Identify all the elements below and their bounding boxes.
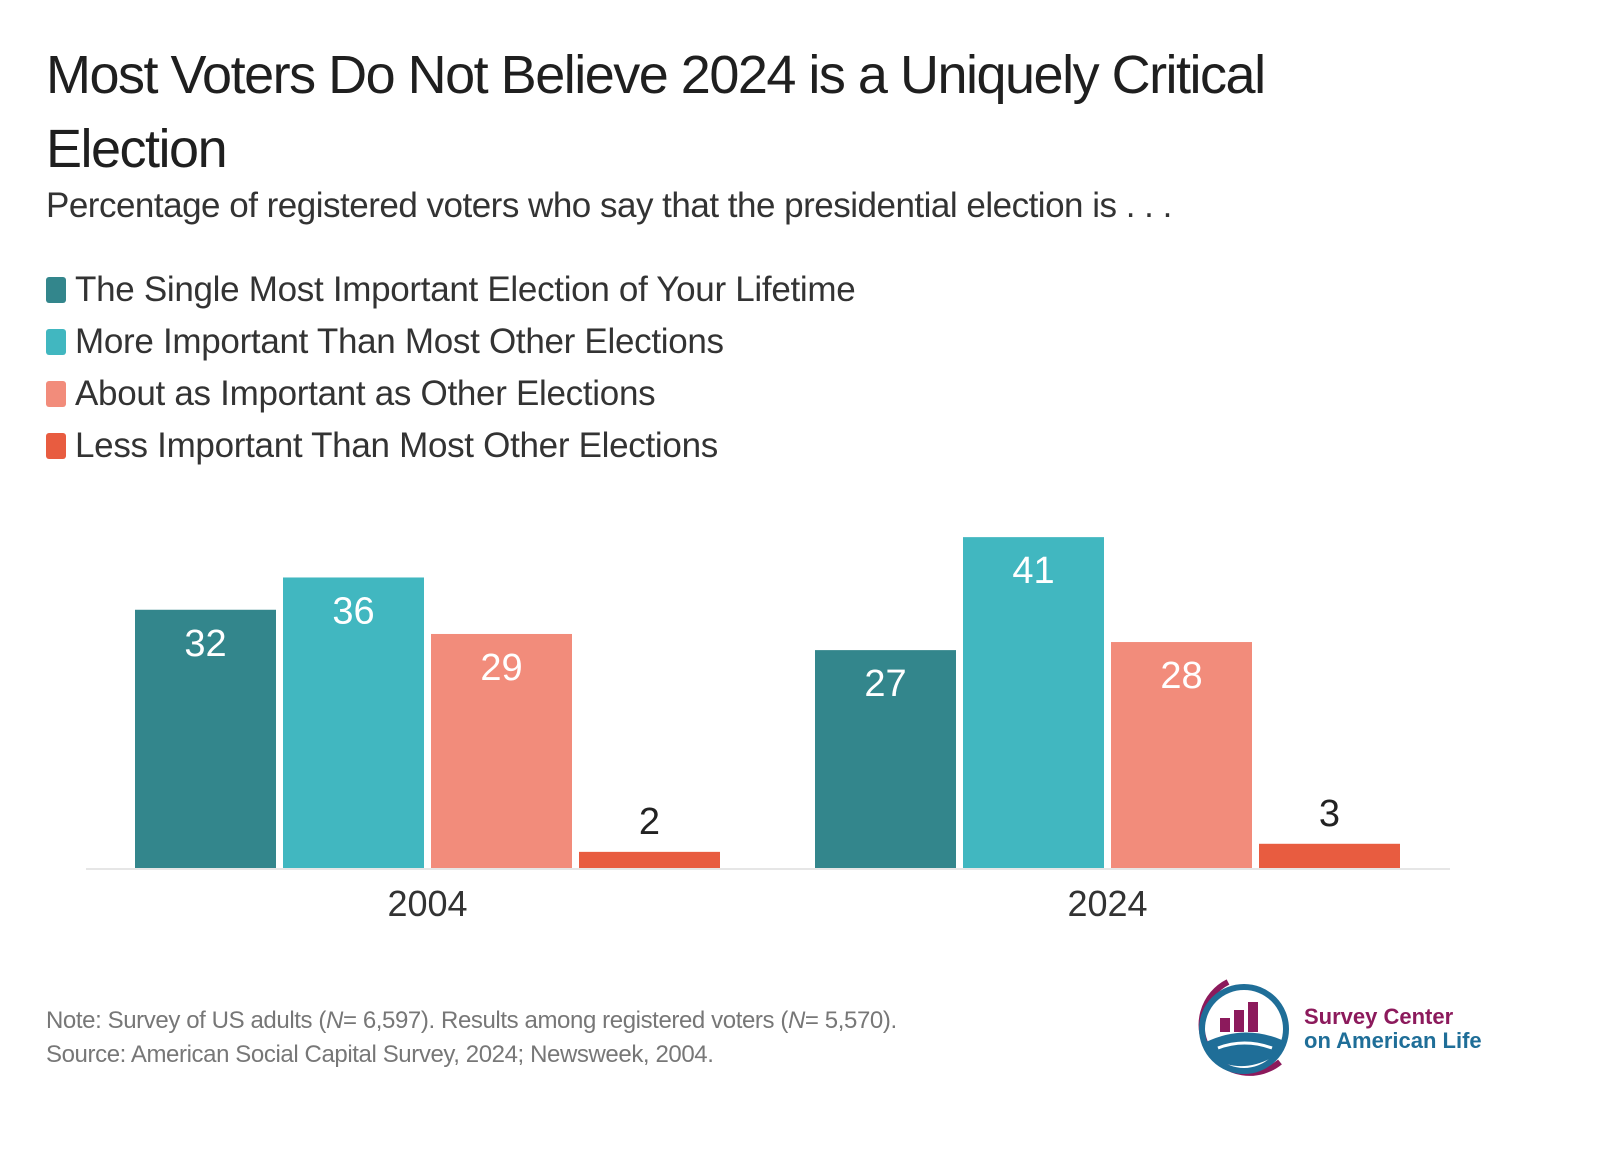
logo-emblem-icon xyxy=(1198,979,1289,1076)
legend-swatch xyxy=(46,277,66,303)
bar xyxy=(579,851,720,868)
legend: The Single Most Important Election of Yo… xyxy=(46,264,856,472)
bar xyxy=(815,650,956,868)
footnote: Note: Survey of US adults (N= 6,597). Re… xyxy=(46,1004,897,1072)
x-tick-label: 2024 xyxy=(1067,883,1147,924)
logo-line2: on American Life xyxy=(1304,1028,1482,1053)
legend-swatch xyxy=(46,381,66,407)
survey-center-logo: Survey Center on American Life xyxy=(1188,976,1482,1082)
data-label: 3 xyxy=(1319,793,1340,835)
note-line: Note: Survey of US adults (N= 6,597). Re… xyxy=(46,1007,897,1034)
bar xyxy=(135,609,276,868)
legend-label: About as Important as Other Elections xyxy=(75,374,656,413)
legend-label: The Single Most Important Election of Yo… xyxy=(75,270,856,309)
bar xyxy=(963,537,1104,868)
source-line: Source: American Social Capital Survey, … xyxy=(46,1041,714,1068)
legend-item: The Single Most Important Election of Yo… xyxy=(46,264,856,316)
bar xyxy=(283,577,424,868)
data-label: 2 xyxy=(639,801,660,843)
legend-item: More Important Than Most Other Elections xyxy=(46,316,855,368)
chart-subtitle: Percentage of registered voters who say … xyxy=(46,186,1172,225)
bar-chart: 32 36 29 2 2004 27 41 28 3 2024 xyxy=(86,537,1450,924)
bar xyxy=(431,633,572,868)
legend-item: About as Important as Other Elections xyxy=(46,368,855,420)
logo-line1: Survey Center xyxy=(1304,1004,1454,1029)
legend-item: Less Important Than Most Other Elections xyxy=(46,420,855,472)
data-label: 41 xyxy=(1012,550,1054,592)
data-label: 27 xyxy=(864,663,906,705)
legend-label: Less Important Than Most Other Elections xyxy=(75,426,718,465)
bar xyxy=(1111,642,1252,868)
bar xyxy=(1259,843,1400,868)
data-label: 32 xyxy=(184,623,226,665)
logo-text: Survey Center on American Life xyxy=(1304,1005,1482,1053)
legend-swatch xyxy=(46,433,66,459)
chart-title: Most Voters Do Not Believe 2024 is a Uni… xyxy=(46,45,1266,179)
data-label: 28 xyxy=(1160,655,1202,697)
data-label: 29 xyxy=(480,647,522,689)
legend-swatch xyxy=(46,329,66,355)
x-tick-label: 2004 xyxy=(387,883,467,924)
legend-label: More Important Than Most Other Elections xyxy=(75,322,724,361)
data-label: 36 xyxy=(332,590,374,632)
